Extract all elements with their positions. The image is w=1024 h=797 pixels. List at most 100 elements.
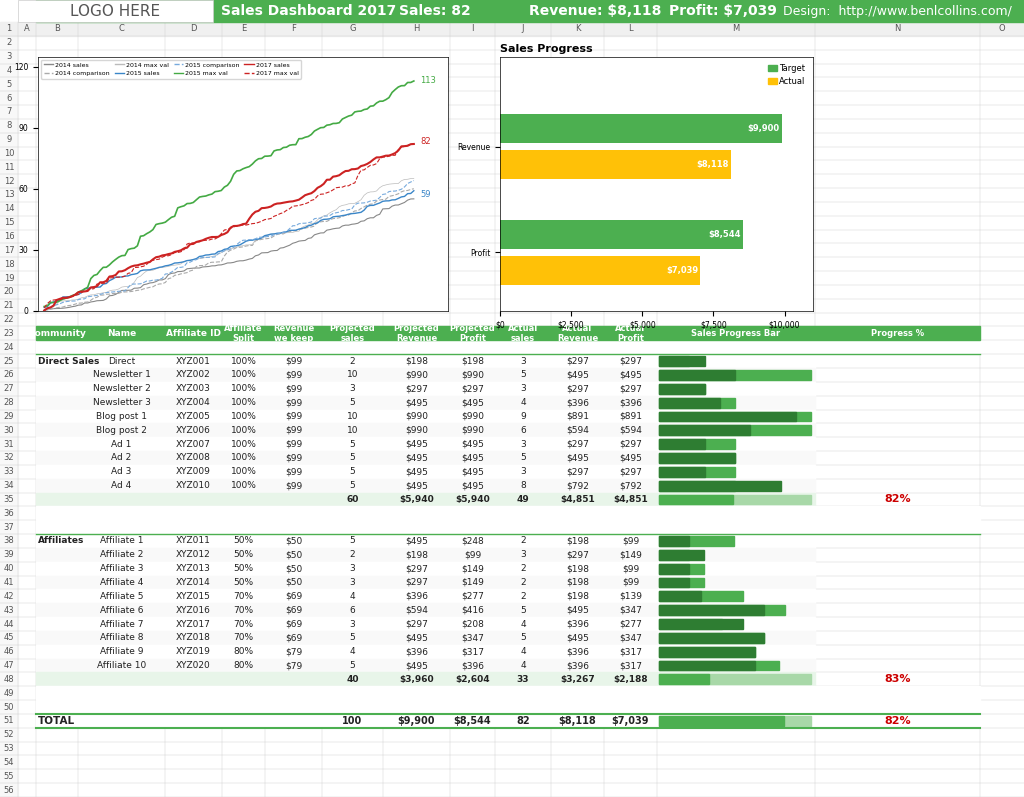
Text: XYZ015: XYZ015	[176, 592, 211, 601]
Bar	[500, 114, 781, 143]
Text: $990: $990	[461, 371, 484, 379]
Text: 50%: 50%	[233, 578, 254, 587]
Text: Projected
Revenue: Projected Revenue	[393, 324, 439, 343]
Text: 70%: 70%	[233, 592, 254, 601]
Text: 38: 38	[4, 536, 14, 545]
Bar	[659, 536, 734, 546]
Bar	[659, 619, 722, 629]
Text: $891: $891	[618, 412, 642, 421]
2015 max val	[137, 231, 150, 241]
Text: Affiliate ID: Affiliate ID	[166, 329, 221, 338]
Line: 2017 sales: 2017 sales	[44, 144, 414, 311]
Bar	[36, 534, 815, 548]
Bar	[36, 479, 815, 493]
Text: $396: $396	[406, 647, 428, 656]
Text: Affiliate 8: Affiliate 8	[99, 634, 143, 642]
Text: $69: $69	[285, 606, 302, 614]
Text: $149: $149	[461, 578, 484, 587]
2015 comparison	[395, 184, 408, 194]
Text: XYZ001: XYZ001	[176, 356, 211, 366]
Text: E: E	[241, 25, 246, 33]
Bar	[36, 590, 815, 603]
Text: XYZ017: XYZ017	[176, 619, 211, 629]
Bar	[36, 575, 815, 590]
Bar	[659, 453, 735, 463]
Text: $297: $297	[406, 619, 428, 629]
Bar	[659, 384, 705, 394]
Line: 2015 max val: 2015 max val	[44, 81, 414, 307]
Bar	[0, 22, 1024, 36]
Legend: 2014 sales, 2014 comparison, 2014 max val, 2015 sales, 2015 comparison, 2015 max: 2014 sales, 2014 comparison, 2014 max va…	[41, 60, 301, 79]
Bar	[659, 481, 780, 490]
Text: Ad 2: Ad 2	[112, 453, 132, 462]
Text: Affiliate 7: Affiliate 7	[99, 619, 143, 629]
Text: $139: $139	[618, 592, 642, 601]
Text: 5: 5	[349, 634, 355, 642]
Text: 18: 18	[4, 260, 14, 269]
Text: 44: 44	[4, 619, 14, 629]
Text: Newsletter 3: Newsletter 3	[92, 398, 151, 407]
Bar	[500, 220, 743, 249]
Text: 82: 82	[516, 716, 529, 726]
Text: 49: 49	[517, 495, 529, 504]
Text: $396: $396	[566, 619, 589, 629]
Text: 5: 5	[520, 634, 526, 642]
Text: Community: Community	[28, 329, 86, 338]
Bar	[36, 382, 815, 395]
Text: $317: $317	[618, 661, 642, 670]
Text: $99: $99	[622, 578, 639, 587]
Text: XYZ006: XYZ006	[176, 426, 211, 434]
2015 comparison	[243, 235, 255, 245]
Text: 9: 9	[520, 412, 526, 421]
Text: 100%: 100%	[230, 481, 256, 490]
Text: $297: $297	[566, 440, 589, 449]
Text: 50%: 50%	[233, 536, 254, 545]
2014 comparison	[293, 225, 305, 234]
Text: G: G	[349, 25, 355, 33]
Text: $198: $198	[406, 550, 428, 559]
Text: 100%: 100%	[230, 398, 256, 407]
Text: $79: $79	[285, 647, 302, 656]
Text: $69: $69	[285, 634, 302, 642]
Bar	[36, 562, 815, 575]
Text: $5,940: $5,940	[455, 495, 489, 504]
Text: 70%: 70%	[233, 606, 254, 614]
Text: $594: $594	[406, 606, 428, 614]
Text: Ad 1: Ad 1	[112, 440, 132, 449]
Bar	[500, 256, 700, 285]
Text: 100%: 100%	[230, 467, 256, 477]
Text: 3: 3	[349, 578, 355, 587]
Text: 40: 40	[346, 675, 358, 684]
Text: 59: 59	[420, 190, 430, 199]
Text: 100%: 100%	[230, 371, 256, 379]
Text: $495: $495	[620, 453, 642, 462]
Text: $198: $198	[461, 356, 484, 366]
Text: 30: 30	[4, 426, 14, 434]
Bar	[659, 370, 811, 380]
2014 max val	[116, 282, 128, 292]
Text: $297: $297	[566, 356, 589, 366]
Text: Revenue: $8,118: Revenue: $8,118	[529, 4, 662, 18]
Text: 19: 19	[4, 273, 14, 282]
2017 max val	[137, 261, 150, 271]
Text: $149: $149	[620, 550, 642, 559]
2014 comparison	[38, 305, 50, 315]
Text: $277: $277	[461, 592, 484, 601]
Bar	[659, 578, 705, 587]
Text: Affiliate 2: Affiliate 2	[99, 550, 143, 559]
Text: 10: 10	[347, 426, 358, 434]
Text: $495: $495	[620, 371, 642, 379]
Text: $99: $99	[285, 453, 302, 462]
Text: 83%: 83%	[885, 674, 910, 685]
Text: $297: $297	[620, 384, 642, 393]
Bar	[659, 716, 783, 726]
Bar	[659, 619, 743, 629]
Bar	[659, 563, 689, 574]
Bar	[36, 0, 1024, 22]
2017 sales	[116, 266, 128, 276]
2015 comparison	[408, 176, 420, 186]
Text: 34: 34	[4, 481, 14, 490]
Text: Actual
Revenue: Actual Revenue	[557, 324, 598, 343]
Text: Affiliate 5: Affiliate 5	[99, 592, 143, 601]
Text: $297: $297	[461, 384, 484, 393]
